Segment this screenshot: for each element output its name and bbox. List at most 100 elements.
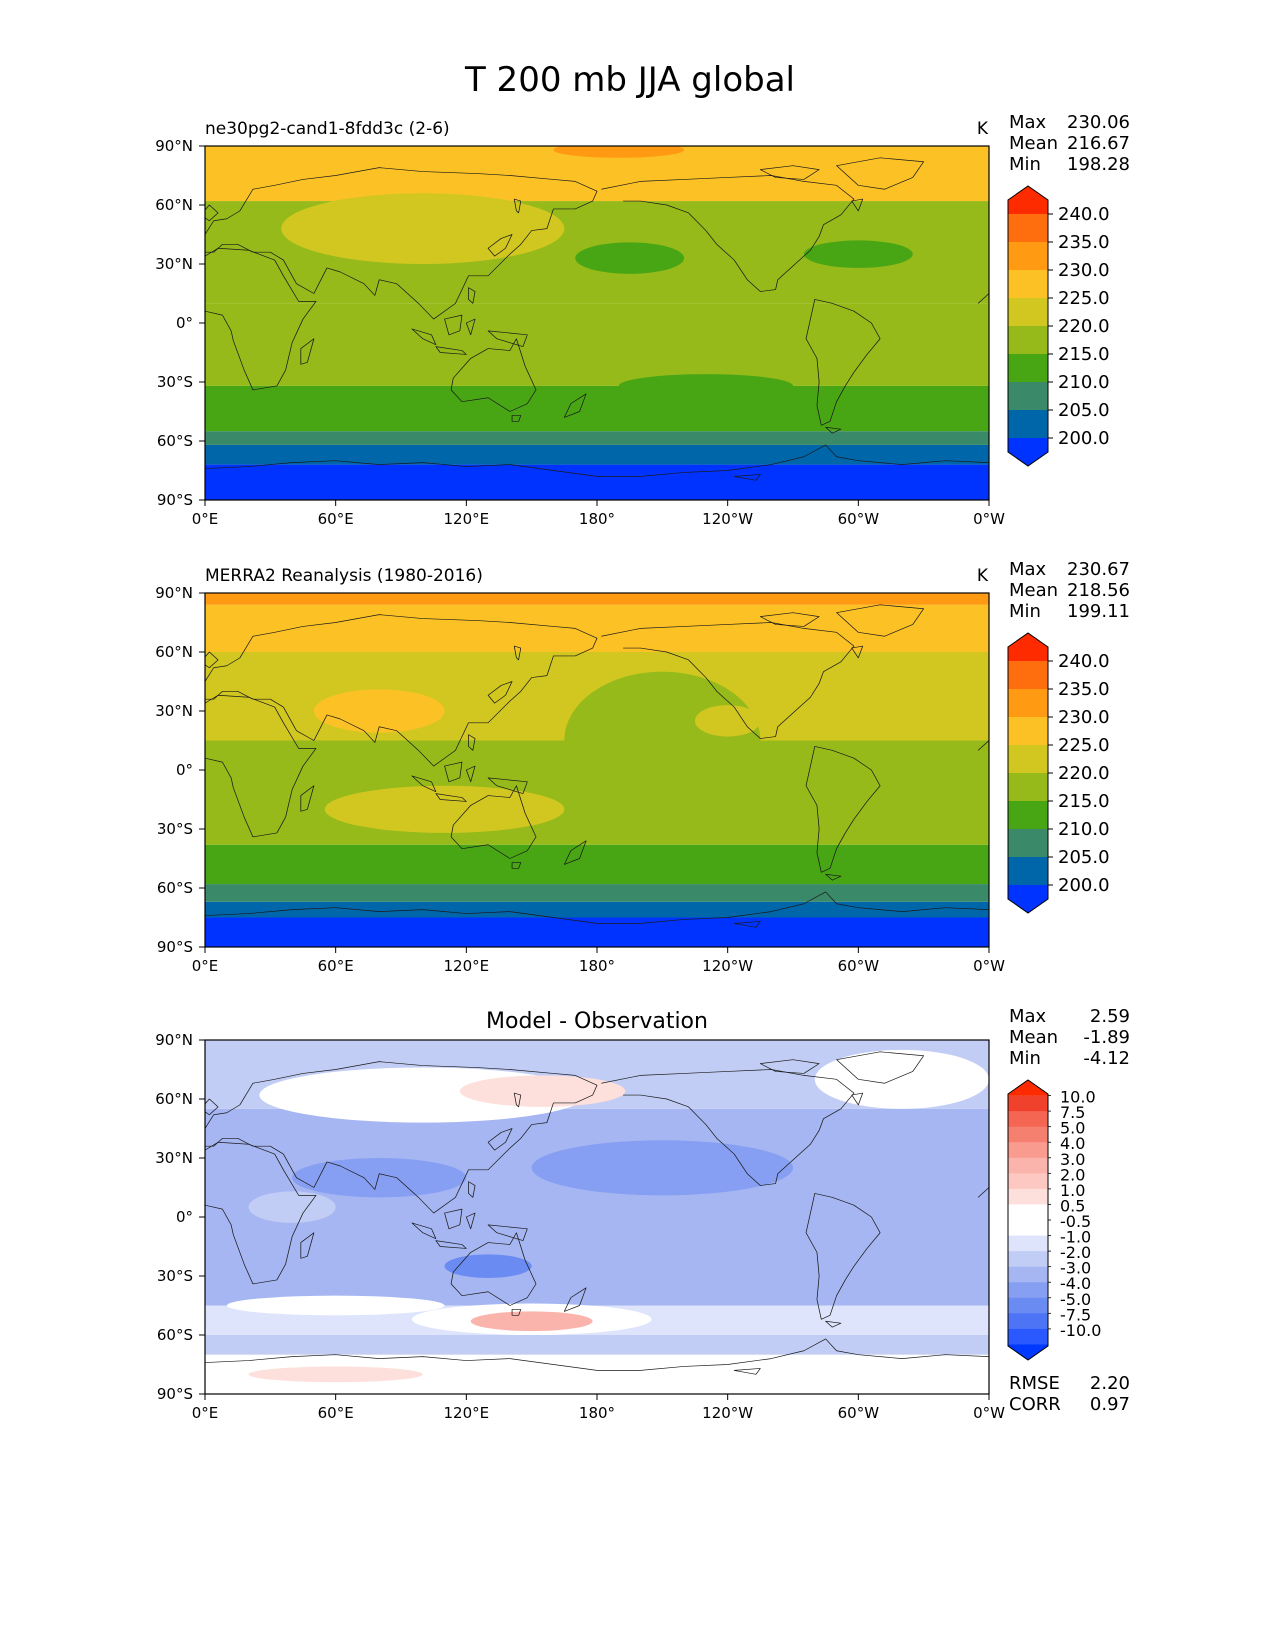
colorbar-label: 220.0 — [1058, 763, 1110, 784]
colorbar-segment — [1008, 186, 1048, 214]
y-tick-label: 30°S — [157, 373, 193, 391]
colorbar-label: 205.0 — [1058, 400, 1110, 421]
colorbar-label: -1.0 — [1060, 1228, 1091, 1247]
colorbar-segment — [1008, 326, 1048, 355]
x-tick-label: 0°E — [192, 510, 219, 528]
colorbar-segment — [1008, 1344, 1048, 1360]
contour-blob — [618, 374, 794, 398]
contour-blob — [564, 671, 761, 810]
stat-value: 198.28 — [1067, 154, 1130, 175]
y-tick-label: 0° — [176, 1208, 193, 1226]
y-tick-label: 60°S — [157, 1326, 193, 1344]
contour-blob — [575, 242, 685, 274]
colorbar-segment — [1008, 661, 1048, 690]
stat-value: 230.67 — [1067, 559, 1130, 580]
x-tick-label: 60°W — [838, 957, 880, 975]
colorbar: 240.0 235.0 230.0 225.0 220.0 215.0 210.0 205.0… — [1007, 632, 1110, 914]
colorbar-label: 2.0 — [1060, 1165, 1085, 1184]
colorbar-segment — [1008, 1173, 1048, 1190]
y-tick-label: 60°N — [155, 643, 193, 661]
map-field — [205, 593, 989, 947]
x-tick-label: 180° — [579, 957, 615, 975]
x-tick-label: 60°E — [318, 510, 354, 528]
contour-blob — [553, 146, 685, 158]
contour-band — [205, 917, 989, 947]
colorbar-outline — [1007, 1079, 1049, 1361]
colorbar-segment — [1008, 438, 1048, 466]
colorbar-segment — [1008, 242, 1048, 271]
contour-blob — [444, 1254, 532, 1278]
stat-label: Min — [1009, 601, 1041, 622]
x-tick-label: 0°W — [973, 957, 1005, 975]
y-tick-label: 30°N — [155, 1149, 193, 1167]
stat-label: Max — [1009, 1006, 1047, 1027]
metric-value: 2.20 — [1090, 1373, 1130, 1394]
colorbar-label: 215.0 — [1058, 791, 1110, 812]
contour-blob — [470, 1311, 593, 1332]
colorbar-segment — [1008, 885, 1048, 913]
colorbar-label: 235.0 — [1058, 679, 1110, 700]
contour-band — [205, 431, 989, 445]
x-tick-label: 0°W — [973, 510, 1005, 528]
colorbar-segment — [1008, 1126, 1048, 1143]
y-tick-label: 0° — [176, 761, 193, 779]
y-tick-label: 0° — [176, 314, 193, 332]
panel-reference: 0°E 60°E 120°E 180° 120°W 60°W 0°W 90°N 60°N 30°N… — [155, 559, 1130, 975]
map-field — [205, 1040, 989, 1394]
stat-label: Min — [1009, 1048, 1041, 1069]
panel-title: MERRA2 Reanalysis (1980-2016) — [205, 566, 483, 586]
panel-test: 0°E 60°E 120°E 180° 120°W 60°W 0°W 90°N 60°N 30°N… — [155, 112, 1130, 528]
contour-blob — [324, 785, 565, 833]
units-label: K — [977, 119, 989, 139]
colorbar-segment — [1008, 1282, 1048, 1299]
colorbar-segment — [1008, 1157, 1048, 1174]
contour-band — [205, 844, 989, 885]
colorbar-label: 225.0 — [1058, 288, 1110, 309]
contour-blob — [422, 744, 532, 776]
contour-band — [205, 604, 989, 652]
colorbar-label: 200.0 — [1058, 428, 1110, 449]
contour-blob — [313, 689, 445, 733]
y-tick-label: 90°N — [155, 584, 193, 602]
x-tick-label: 120°E — [444, 957, 490, 975]
colorbar-label: 230.0 — [1058, 260, 1110, 281]
colorbar-segment — [1008, 829, 1048, 858]
panel-title: ne30pg2-cand1-8fdd3c (2-6) — [205, 119, 450, 139]
colorbar-segment — [1008, 214, 1048, 243]
colorbar-label: 4.0 — [1060, 1134, 1085, 1153]
colorbar-outline — [1007, 185, 1049, 467]
colorbar-label: 220.0 — [1058, 316, 1110, 337]
x-tick-label: 180° — [579, 510, 615, 528]
metric-value: 0.97 — [1090, 1394, 1130, 1415]
colorbar-label: 240.0 — [1058, 204, 1110, 225]
y-tick-label: 90°S — [157, 491, 193, 509]
stat-value: 2.59 — [1090, 1006, 1130, 1027]
colorbar-segment — [1008, 857, 1048, 886]
colorbar-label: 235.0 — [1058, 232, 1110, 253]
y-tick-label: 30°S — [157, 820, 193, 838]
y-tick-label: 60°N — [155, 1090, 193, 1108]
contour-blob — [531, 1140, 793, 1196]
map-field — [205, 146, 989, 500]
y-tick-label: 30°N — [155, 702, 193, 720]
colorbar-label: 1.0 — [1060, 1181, 1085, 1200]
colorbar-label: -0.5 — [1060, 1212, 1091, 1231]
contour-blob — [695, 705, 761, 737]
colorbar-segment — [1008, 1095, 1048, 1112]
colorbar-segment — [1008, 1188, 1048, 1205]
colorbar-label: -5.0 — [1060, 1290, 1091, 1309]
y-tick-label: 90°N — [155, 137, 193, 155]
x-tick-label: 120°W — [702, 957, 753, 975]
colorbar-label: -2.0 — [1060, 1243, 1091, 1262]
colorbar-segment — [1008, 1251, 1048, 1268]
stat-label: Mean — [1009, 1027, 1058, 1048]
y-tick-label: 60°N — [155, 196, 193, 214]
y-tick-label: 60°S — [157, 432, 193, 450]
x-tick-label: 60°E — [318, 957, 354, 975]
colorbar-label: 200.0 — [1058, 875, 1110, 896]
panel-title: Model - Observation — [486, 1009, 708, 1034]
colorbar-segment — [1008, 1266, 1048, 1283]
x-tick-label: 60°W — [838, 1404, 880, 1422]
contour-band — [205, 884, 989, 902]
y-tick-label: 90°S — [157, 938, 193, 956]
